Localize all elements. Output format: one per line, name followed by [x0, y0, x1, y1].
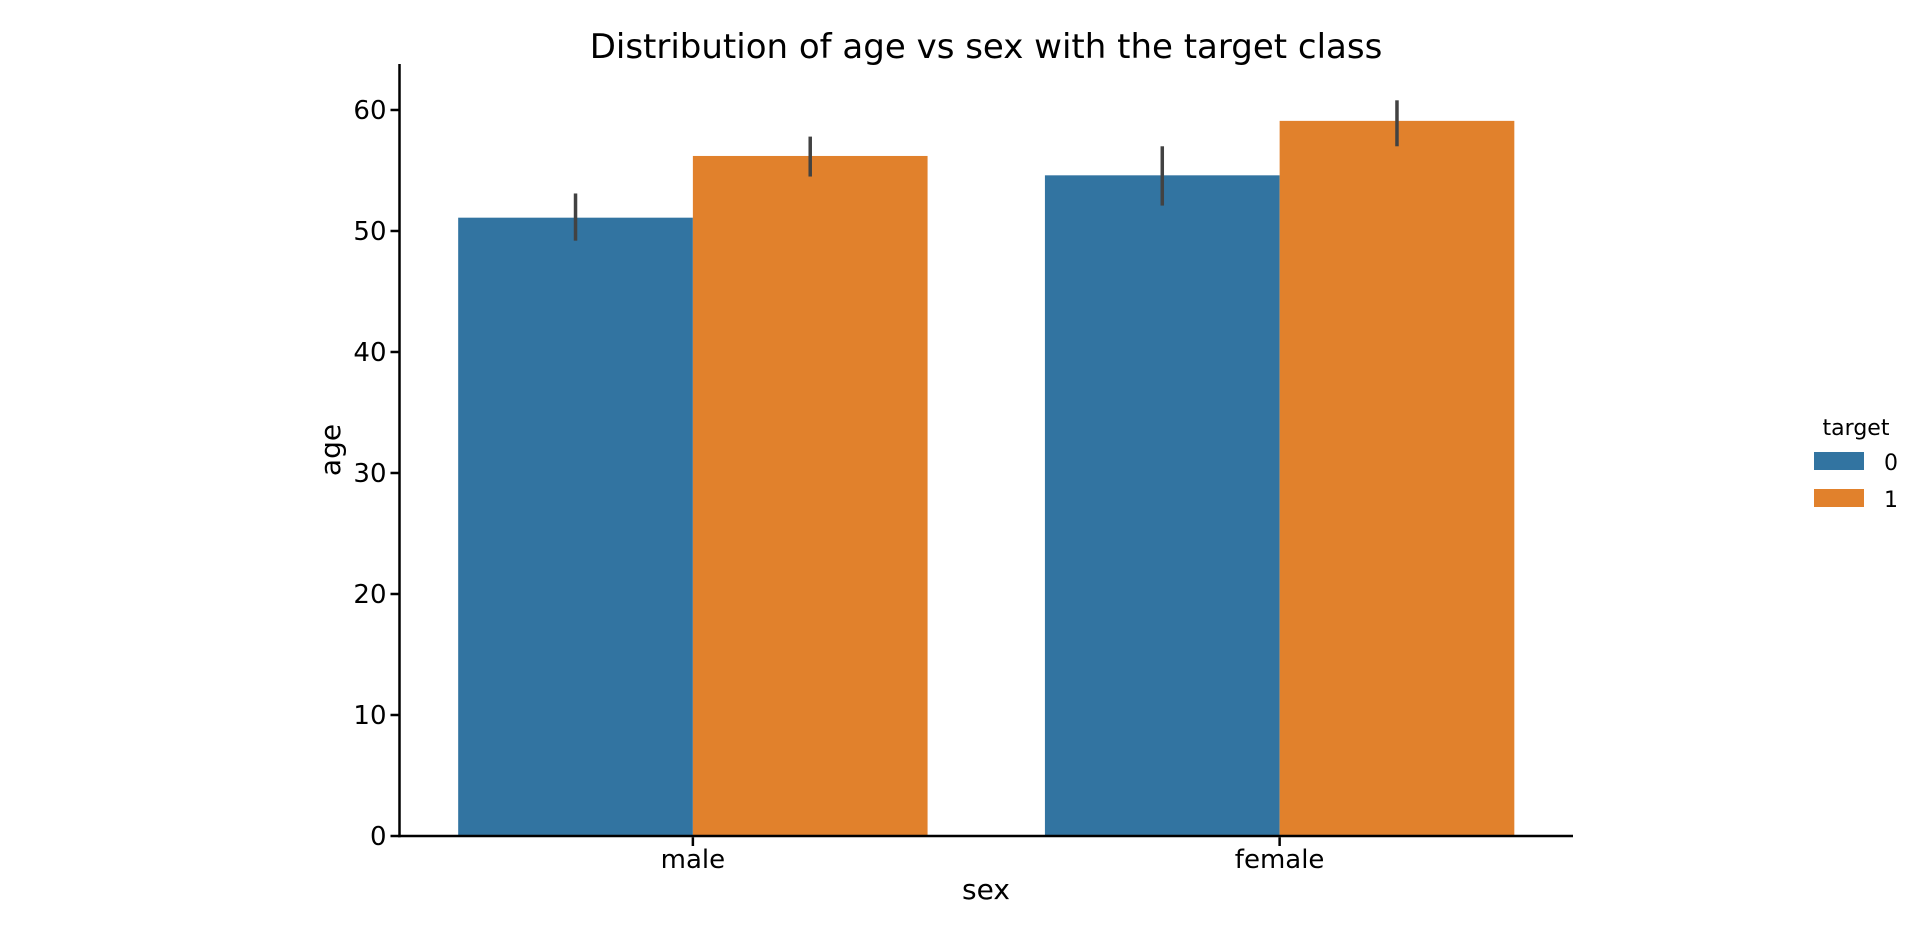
y-tick-label: 60: [353, 96, 386, 126]
x-tick-label: female: [1235, 845, 1325, 875]
chart-title: Distribution of age vs sex with the targ…: [590, 27, 1383, 67]
legend-swatch-1: [1814, 489, 1864, 507]
bar-male-1: [692, 155, 928, 836]
y-axis-label: age: [314, 424, 347, 476]
y-tick-label: 50: [353, 217, 386, 247]
y-tick-label: 40: [353, 338, 386, 368]
plot-area: 0 10 20 30 40 50 60 male female: [353, 64, 1573, 875]
legend-title: target: [1823, 416, 1890, 441]
y-tick-label: 10: [353, 701, 386, 731]
y-tick-label: 30: [353, 459, 386, 489]
y-tick-label: 0: [370, 822, 387, 852]
bar-female-1: [1279, 120, 1515, 837]
x-axis-label: sex: [962, 873, 1010, 906]
legend-swatch-0: [1814, 452, 1864, 470]
x-tick-label: male: [661, 845, 725, 875]
legend: target 0 1: [1814, 416, 1898, 513]
legend-entry-label-0: 0: [1884, 451, 1898, 476]
bar-male-0: [458, 217, 693, 837]
legend-entry-label-1: 1: [1884, 488, 1898, 513]
bar-female-0: [1044, 175, 1280, 837]
y-tick-label: 20: [353, 580, 386, 610]
